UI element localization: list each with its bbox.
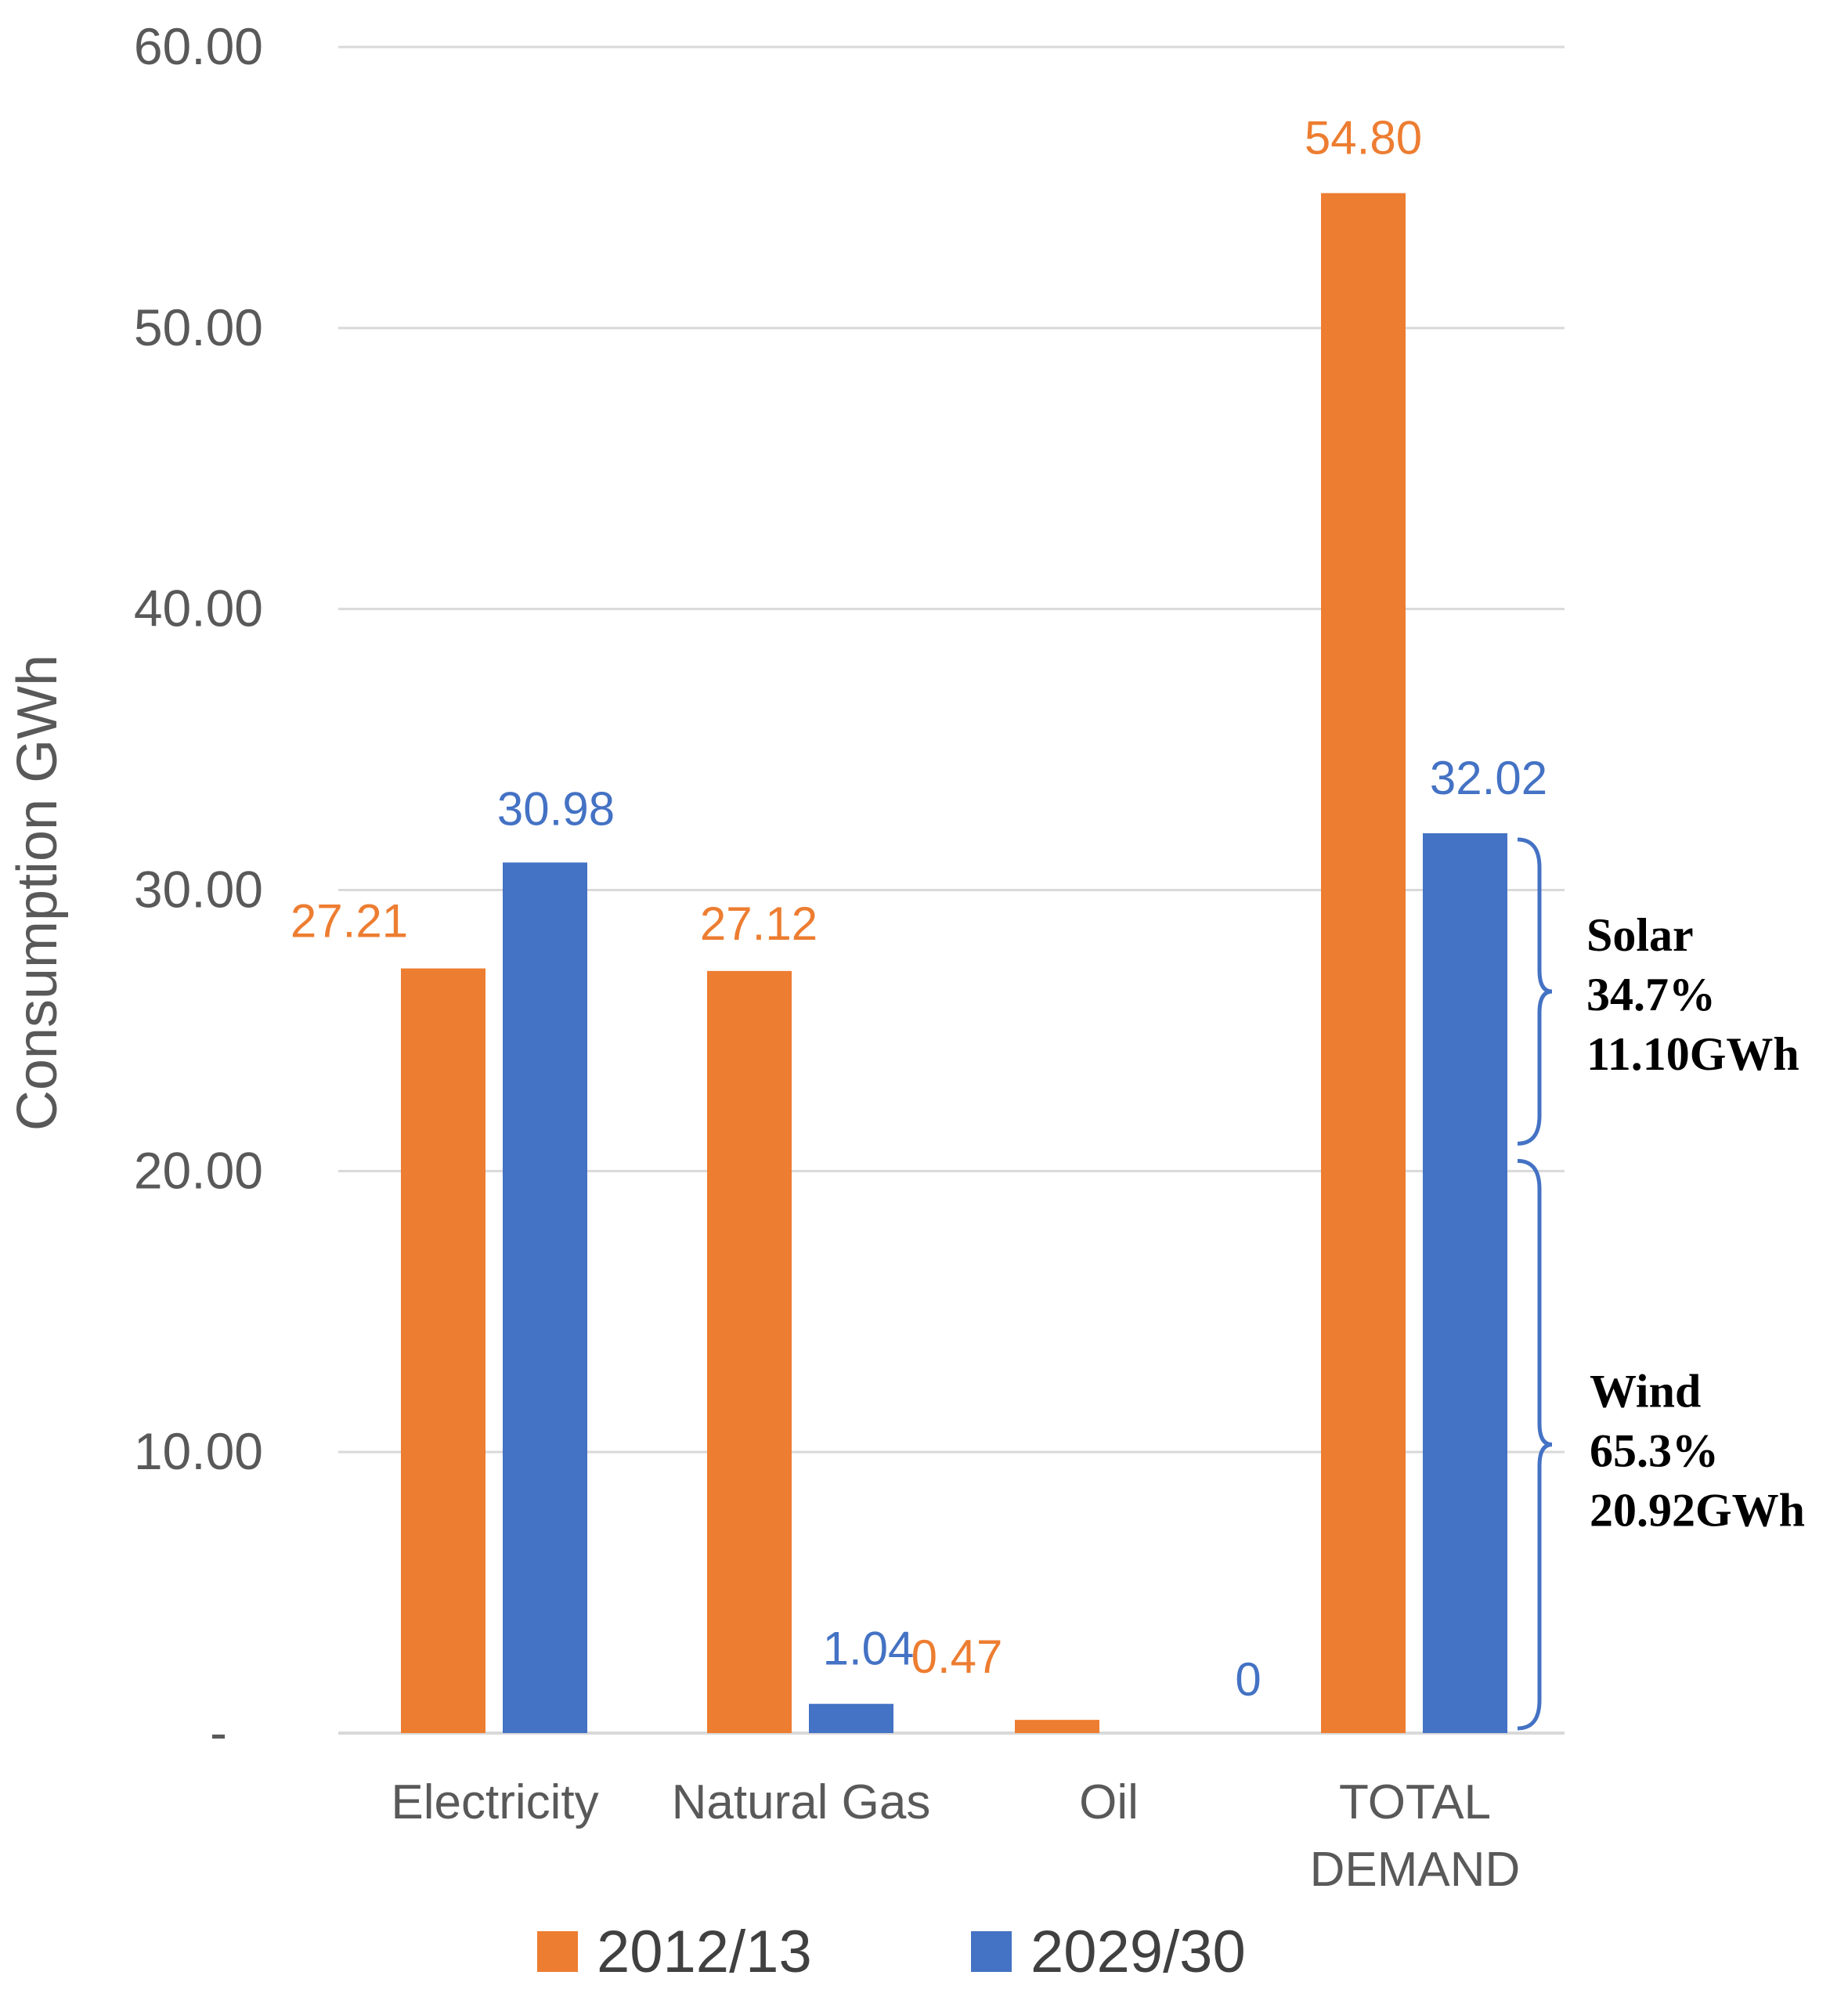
- data-label: 0.47: [911, 1630, 1003, 1683]
- x-tick-label: Natural Gas: [672, 1775, 931, 1829]
- bar-2012-13-electricity: [401, 968, 485, 1733]
- solar-annotation-line: 34.7%: [1586, 969, 1716, 1020]
- wind-annotation-line: Wind: [1590, 1366, 1701, 1417]
- solar-annotation-line: 11.10GWh: [1586, 1028, 1799, 1080]
- bar-2029-30-natural-gas: [809, 1703, 893, 1733]
- y-tick-label: 20.00: [134, 1141, 263, 1199]
- legend: 2012/13 2029/30: [537, 1919, 1246, 1985]
- wind-annotation-line: 20.92GWh: [1590, 1485, 1805, 1537]
- x-tick-label: Electricity: [391, 1775, 598, 1829]
- data-label: 32.02: [1430, 752, 1547, 804]
- solar-annotation-line: Solar: [1586, 909, 1694, 961]
- data-label: 1.04: [823, 1623, 915, 1675]
- data-label: 54.80: [1305, 112, 1422, 164]
- bars: [401, 193, 1507, 1733]
- y-tick-label: 40.00: [134, 580, 263, 637]
- y-tick-label: 10.00: [134, 1422, 263, 1480]
- y-axis-ticks: - 10.00 20.00 30.00 40.00 50.00 60.00: [134, 17, 263, 1761]
- x-axis-ticks: Electricity Natural Gas Oil TOTAL DEMAND: [391, 1775, 1520, 1897]
- x-tick-label: Oil: [1079, 1775, 1139, 1829]
- wind-annotation-line: 65.3%: [1590, 1425, 1719, 1477]
- y-tick-label: 60.00: [134, 17, 263, 75]
- bar-2029-30-total-demand: [1423, 833, 1507, 1733]
- data-labels: 27.21 27.12 0.47 54.80 30.98 1.04 0 32.02: [291, 112, 1547, 1706]
- legend-swatch: [971, 1931, 1012, 1972]
- bar-2012-13-oil: [1015, 1720, 1099, 1733]
- wind-bracket: [1517, 1158, 1553, 1731]
- legend-swatch: [537, 1931, 578, 1972]
- x-tick-label: TOTAL: [1339, 1775, 1491, 1829]
- y-tick-label: 50.00: [134, 298, 263, 356]
- bar-2012-13-natural-gas: [707, 970, 792, 1733]
- y-tick-label: 30.00: [134, 861, 263, 919]
- data-label: 0: [1235, 1653, 1261, 1706]
- bar-2012-13-total-demand: [1321, 193, 1406, 1733]
- data-label: 27.21: [291, 895, 408, 948]
- annotations: Solar 34.7% 11.10GWh Wind 65.3% 20.92GWh: [1517, 837, 1805, 1731]
- legend-label: 2029/30: [1030, 1919, 1246, 1985]
- bar-2029-30-electricity: [503, 862, 587, 1733]
- solar-bracket: [1517, 837, 1553, 1146]
- data-label: 27.12: [700, 897, 818, 950]
- y-tick-label: -: [210, 1703, 227, 1761]
- x-tick-label: DEMAND: [1310, 1843, 1521, 1897]
- legend-label: 2012/13: [597, 1919, 812, 1985]
- data-label: 30.98: [497, 782, 615, 835]
- y-axis-label: Consumption GWh: [6, 655, 69, 1131]
